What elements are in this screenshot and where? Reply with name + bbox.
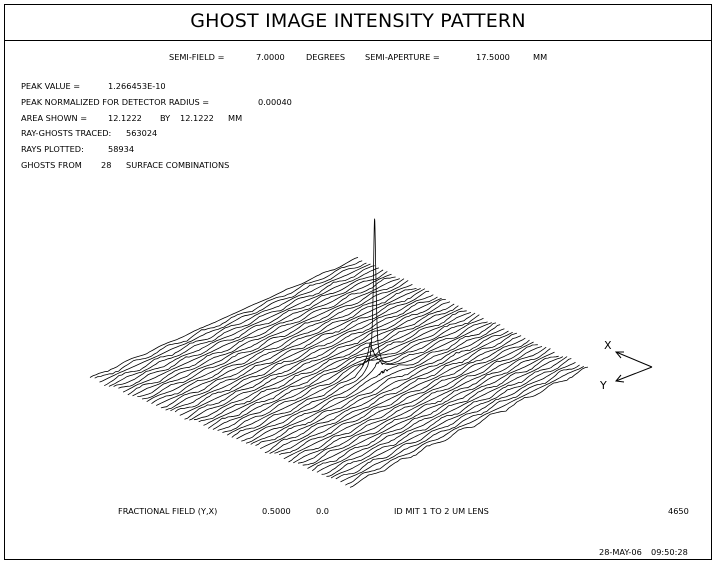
plot-code: 4650 [668, 506, 689, 516]
surface-line [260, 330, 509, 449]
area-shown-y: 12.1222 [180, 113, 214, 123]
surface-line [170, 290, 430, 412]
surface-line [179, 296, 438, 416]
surface-line [222, 312, 476, 433]
surface-line [189, 299, 446, 421]
surface-line [132, 276, 396, 397]
surface-line [236, 218, 488, 440]
footer-time: 09:50:28 [651, 547, 688, 557]
surface-line [151, 284, 413, 405]
surface-line [250, 324, 501, 445]
surface-line [137, 278, 400, 397]
triad-y-arrowhead [615, 374, 625, 383]
surface-line [127, 273, 392, 396]
surface-line [274, 335, 522, 454]
surface-line [293, 344, 538, 464]
rays-plotted-value: 58934 [108, 144, 135, 154]
semi-aperture-unit: MM [533, 52, 548, 62]
surface-line [340, 364, 580, 483]
semi-field-unit: DEGREES [306, 52, 346, 62]
surface-line [231, 317, 484, 438]
peak-normalized-label: PEAK NORMALIZED FOR DETECTOR RADIUS = [21, 97, 210, 107]
surface-line [345, 366, 584, 486]
surface-line [160, 288, 421, 409]
peak-value: 1.266453E-10 [108, 81, 166, 91]
footer-date: 28-MAY-06 [599, 547, 642, 557]
surface-line [316, 355, 559, 473]
title-bar: GHOST IMAGE INTENSITY PATTERN [4, 4, 712, 41]
peak-value-label: PEAK VALUE = [21, 81, 81, 91]
surface-line [335, 362, 576, 480]
axes-triad: X Y [599, 339, 653, 392]
surface-line [94, 260, 363, 379]
area-shown-label: AREA SHOWN = [21, 113, 88, 123]
rays-plotted-label: RAYS PLOTTED: [21, 144, 84, 154]
surface-line [212, 310, 467, 430]
surface-line [104, 263, 371, 387]
surface-line [330, 358, 572, 479]
surface-line [297, 346, 543, 464]
ray-ghosts-label: RAY-GHOSTS TRACED: [21, 128, 112, 138]
surface-line [255, 328, 505, 446]
surface-line [174, 294, 434, 413]
area-shown-x: 12.1222 [108, 113, 142, 123]
surface-line [321, 356, 564, 475]
surface-line [108, 265, 375, 387]
surface-line [99, 262, 367, 383]
fractional-field-label: FRACTIONAL FIELD (Y,X) [118, 506, 218, 516]
surface-line [288, 341, 534, 463]
surface-line [302, 346, 547, 466]
surface-line [217, 312, 472, 431]
fractional-field-y: 0.5000 [262, 506, 291, 516]
semi-field-value: 7.0000 [256, 52, 285, 62]
peak-normalized-value: 0.00040 [258, 97, 292, 107]
area-unit: MM [228, 113, 243, 123]
area-by: BY [160, 113, 171, 123]
semi-aperture-label: SEMI-APERTURE = [365, 52, 440, 62]
triad-x-line [615, 351, 653, 368]
surface-line [122, 271, 388, 393]
surface-line [311, 351, 555, 472]
page-title: GHOST IMAGE INTENSITY PATTERN [190, 10, 526, 32]
semi-aperture-value: 17.5000 [476, 52, 510, 62]
lens-id: ID MIT 1 TO 2 UM LENS [394, 506, 489, 516]
triad-x-label: X [604, 339, 612, 352]
ray-ghosts-value: 563024 [126, 128, 158, 138]
surface-line [278, 337, 526, 456]
surface-line [207, 307, 463, 429]
triad-y-line [615, 366, 653, 382]
surface-line [241, 322, 492, 442]
plot-frame [4, 4, 712, 560]
surface-line [307, 348, 551, 469]
fractional-field-x: 0.0 [316, 506, 330, 516]
surface-line [89, 257, 359, 378]
surface-line [141, 278, 405, 400]
surface-line [184, 297, 442, 420]
triad-x-arrowhead [614, 351, 624, 359]
ghosts-from-suffix: SURFACE COMBINATIONS [126, 160, 230, 170]
surface-line [198, 303, 455, 423]
surface-line [118, 269, 384, 389]
triad-y-label: Y [599, 379, 607, 392]
surface-line [264, 331, 513, 454]
surface-line [283, 339, 530, 460]
ghosts-from-label: GHOSTS FROM [21, 160, 82, 170]
surface-line [245, 322, 497, 444]
ghosts-from-value: 28 [101, 160, 112, 170]
surface-line [165, 288, 426, 411]
surface-grid-lines [89, 218, 589, 488]
surface-line [269, 332, 518, 454]
surface-line [113, 267, 380, 387]
surface-line [146, 280, 409, 403]
surface-line [326, 356, 568, 477]
surface-line [193, 301, 451, 421]
surface-line [203, 305, 459, 426]
semi-field-label: SEMI-FIELD = [169, 52, 225, 62]
surface-line [349, 366, 589, 488]
